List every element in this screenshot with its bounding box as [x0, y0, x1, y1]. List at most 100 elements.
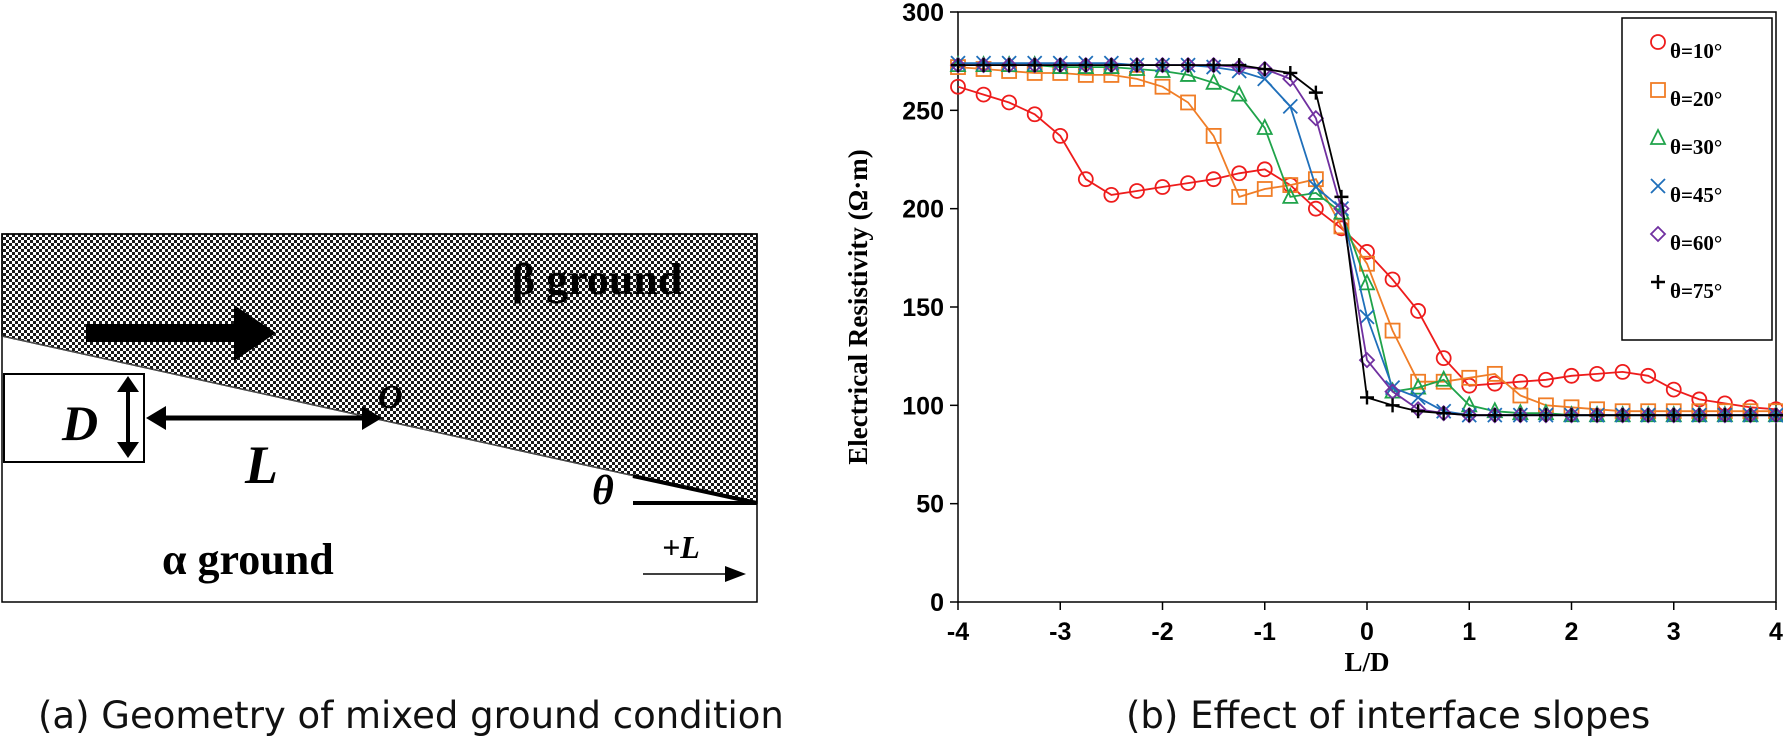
data-point — [1590, 408, 1605, 423]
data-point — [1181, 58, 1196, 73]
advance-arrow-icon — [86, 305, 276, 361]
data-point — [1538, 408, 1553, 423]
data-point — [1002, 58, 1017, 73]
legend-marker — [1649, 225, 1667, 243]
data-point — [1615, 408, 1630, 423]
data-point — [1180, 94, 1196, 111]
panel-b-caption: (b) Effect of interface slopes — [1126, 694, 1650, 736]
data-point — [1230, 84, 1248, 102]
legend-label: θ=75° — [1670, 279, 1722, 303]
data-point — [1231, 188, 1248, 205]
data-point — [1308, 179, 1324, 195]
data-point — [1205, 127, 1222, 144]
legend-marker — [1650, 34, 1666, 50]
x-tick-label: -4 — [947, 618, 969, 646]
data-point — [1179, 64, 1197, 82]
data-point — [1360, 390, 1374, 405]
panel-a-geometry-diagram: β ground D L O θ α ground +L (a) Geometr… — [1, 233, 784, 736]
legend-box — [1621, 17, 1773, 341]
data-point — [1614, 363, 1631, 380]
data-point — [1513, 408, 1528, 423]
legend-marker — [1649, 127, 1667, 145]
data-point — [1410, 389, 1426, 406]
data-point — [1665, 381, 1682, 398]
data-point — [1257, 71, 1273, 87]
data-point — [1282, 177, 1299, 193]
x-tick-label: -2 — [1151, 618, 1173, 646]
ground-box-outline — [1, 233, 758, 603]
data-point — [1487, 408, 1502, 423]
data-point — [1206, 58, 1221, 73]
data-point — [1256, 181, 1273, 197]
series-layer — [949, 55, 1783, 424]
legend-label: θ=10° — [1670, 39, 1722, 63]
data-point — [1358, 273, 1376, 291]
data-point — [1308, 85, 1323, 100]
data-point — [1129, 183, 1145, 199]
data-point — [1052, 127, 1069, 144]
legend-label: θ=20° — [1670, 87, 1722, 111]
data-point — [1077, 171, 1094, 188]
legend-label: θ=60° — [1670, 231, 1722, 255]
data-point — [1256, 118, 1274, 135]
data-point — [1743, 408, 1758, 423]
data-point — [1053, 58, 1068, 73]
data-point — [1538, 371, 1554, 388]
data-point — [1436, 406, 1451, 421]
data-point — [1641, 408, 1656, 423]
legend-marker — [1651, 275, 1665, 289]
x-tick-label: 1 — [1462, 618, 1476, 646]
data-point — [1027, 58, 1042, 73]
data-point — [1411, 404, 1426, 419]
O-label: O — [378, 379, 403, 416]
data-point — [1307, 109, 1325, 127]
plus-L-direction-arrow-icon — [643, 566, 746, 582]
y-tick-label: 100 — [902, 392, 944, 420]
x-tick-label: 0 — [1360, 618, 1374, 646]
data-point — [1563, 367, 1580, 384]
data-point — [1307, 182, 1325, 200]
y-axis-ticks: 0 50 100 150 200 250 300 — [902, 0, 958, 617]
data-point — [1231, 165, 1248, 182]
data-point — [1104, 58, 1119, 73]
data-point — [1078, 58, 1093, 73]
D-label: D — [61, 395, 98, 451]
data-point — [1564, 408, 1579, 423]
data-point — [1283, 65, 1298, 80]
series-line — [957, 66, 1776, 413]
data-point — [1205, 72, 1223, 90]
data-point — [1410, 303, 1427, 319]
data-point — [1154, 78, 1171, 95]
panel-b-chart: 0 50 100 150 200 250 300 -4 -3 -2 -1 0 1 2 3 4 L/D Ele… — [843, 0, 1783, 736]
data-point — [1769, 408, 1783, 423]
legend-label: θ=30° — [1670, 135, 1722, 159]
theta-slope-line — [632, 474, 758, 505]
x-axis-ticks: -4 -3 -2 -1 0 1 2 3 4 — [947, 602, 1783, 646]
beta-ground-label: β ground — [512, 255, 682, 304]
data-point — [1282, 98, 1298, 115]
L-dimension-arrow-icon — [146, 406, 382, 430]
data-point — [1384, 271, 1401, 288]
data-point — [1384, 322, 1401, 339]
data-point — [1461, 369, 1478, 386]
y-tick-label: 50 — [916, 491, 944, 519]
data-point — [1333, 200, 1350, 217]
data-point — [1486, 375, 1503, 392]
data-point — [1103, 186, 1120, 203]
data-point — [1385, 398, 1400, 413]
data-point — [1334, 189, 1349, 204]
y-tick-label: 250 — [902, 97, 944, 125]
data-point — [1180, 175, 1196, 192]
data-point — [1256, 161, 1273, 178]
L-label: L — [244, 435, 278, 495]
data-point — [1155, 58, 1170, 73]
data-point — [1410, 373, 1427, 390]
y-tick-label: 0 — [930, 589, 944, 617]
data-point — [975, 86, 992, 103]
panel-a-caption: (a) Geometry of mixed ground condition — [38, 694, 784, 736]
data-point — [950, 78, 966, 95]
data-point — [1205, 171, 1222, 188]
data-point — [1129, 58, 1144, 73]
data-point — [1232, 58, 1247, 73]
